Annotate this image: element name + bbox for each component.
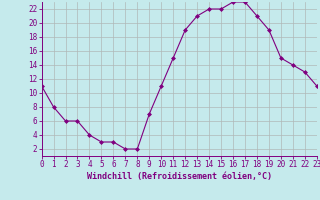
X-axis label: Windchill (Refroidissement éolien,°C): Windchill (Refroidissement éolien,°C) [87, 172, 272, 181]
